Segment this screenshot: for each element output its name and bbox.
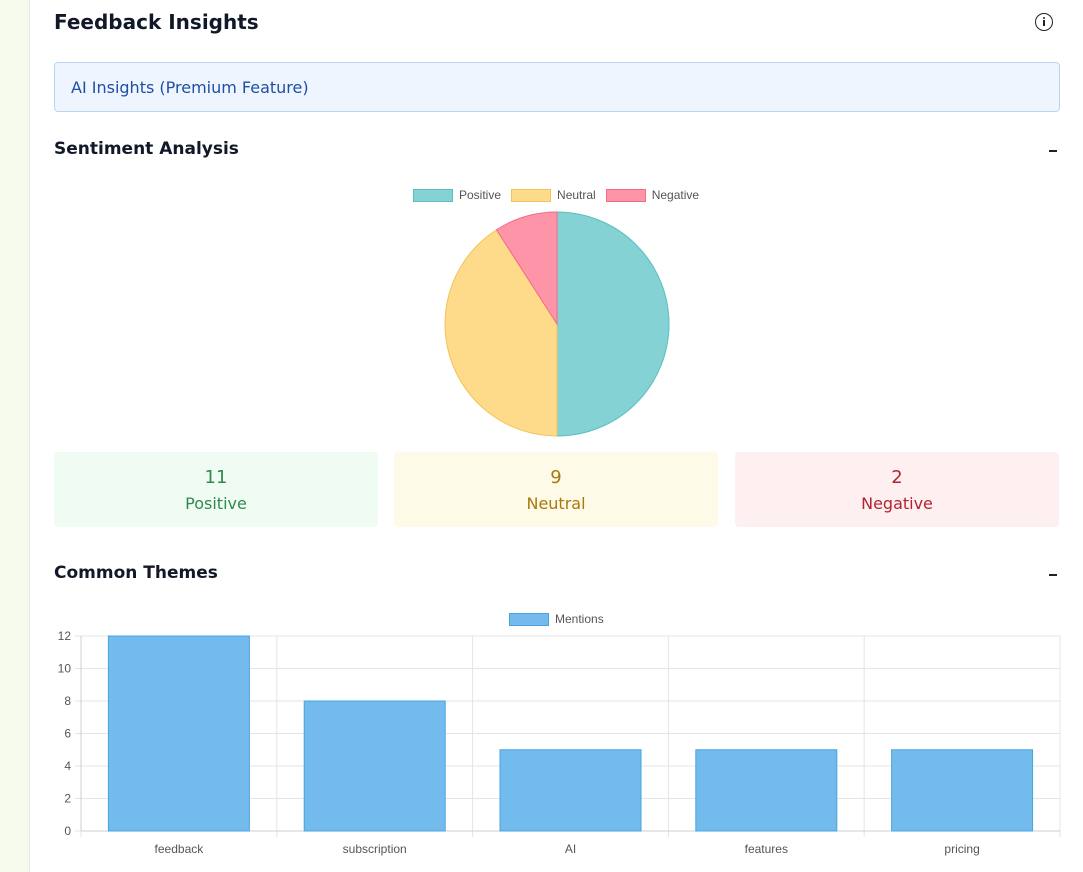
premium-feature-banner[interactable]: AI Insights (Premium Feature) [54,62,1060,112]
x-tick-label: AI [565,842,576,856]
x-tick-label: subscription [343,842,407,856]
negative-count: 2 [891,466,903,488]
bar-subscription[interactable] [303,700,446,832]
y-tick-label: 8 [64,694,71,708]
legend-label-mentions: Mentions [555,612,604,626]
x-tick-label: features [745,842,788,856]
sentiment-section-title: Sentiment Analysis [54,139,239,159]
left-sidebar-rail [0,0,30,872]
x-tick-label: feedback [155,842,205,856]
legend-swatch-negative [605,188,646,202]
bar-feedback[interactable] [107,635,250,832]
negative-stat-card: 2 Negative [735,452,1059,527]
y-tick-label: 4 [64,759,71,773]
bar-legend: Mentions [509,612,614,626]
neutral-label: Neutral [526,493,586,513]
x-tick-label: pricing [944,842,979,856]
legend-label-positive: Positive [459,188,502,202]
y-tick-label: 0 [64,824,71,838]
pie-slice-positive[interactable] [556,211,670,437]
premium-feature-label: AI Insights (Premium Feature) [71,77,309,97]
y-tick-label: 10 [58,662,72,676]
bar-ai[interactable] [499,749,642,832]
positive-stat-card: 11 Positive [54,452,378,527]
pie-legend-item-neutral[interactable]: Neutral [511,188,596,202]
pie-legend: Positive Neutral Negative [413,188,709,202]
legend-swatch-mentions [509,612,549,626]
themes-collapse-minus-icon[interactable] [1046,568,1060,582]
bar-features[interactable] [695,749,838,832]
neutral-stat-card: 9 Neutral [394,452,718,527]
y-tick-label: 12 [58,629,72,643]
page-title: Feedback Insights [54,10,259,34]
y-tick-label: 6 [64,727,71,741]
legend-label-negative: Negative [651,188,700,202]
legend-swatch-neutral [511,188,552,202]
pie-legend-item-negative[interactable]: Negative [605,188,700,202]
themes-bar-chart: 0 2 4 6 8 10 12 feedback subscription AI features p… [58,629,1061,856]
bar-legend-item-mentions[interactable]: Mentions [509,612,604,626]
themes-section-title: Common Themes [54,563,218,583]
y-tick-label: 2 [64,792,71,806]
sentiment-pie-chart [444,211,670,437]
legend-swatch-positive [413,188,453,202]
positive-count: 11 [204,466,228,488]
bar-pricing[interactable] [891,749,1034,832]
pie-legend-item-positive[interactable]: Positive [413,188,501,202]
pie-slice-negative[interactable] [495,211,558,326]
sentiment-collapse-minus-icon[interactable] [1046,144,1060,158]
positive-label: Positive [185,493,247,513]
info-circle-icon[interactable] [1035,13,1053,31]
legend-label-neutral: Neutral [557,188,596,202]
negative-label: Negative [861,493,933,513]
neutral-count: 9 [550,466,562,488]
